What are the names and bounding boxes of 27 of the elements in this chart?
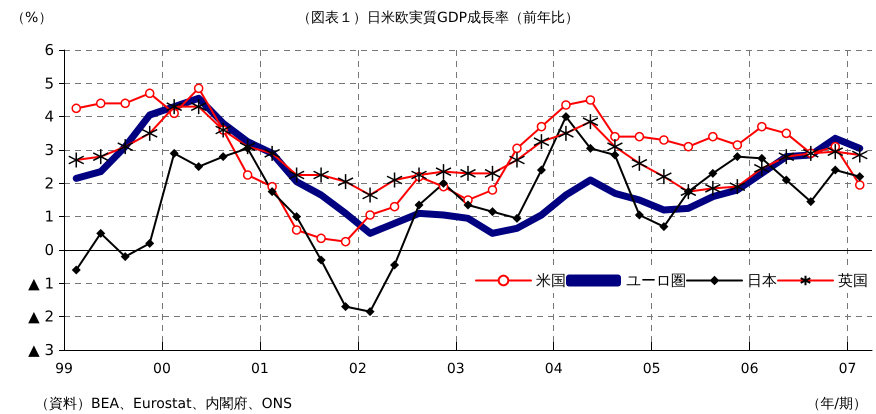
legend-label: ユーロ圏 — [626, 272, 686, 290]
x-tick-label: 03 — [446, 361, 465, 377]
x-tick-label: 05 — [642, 361, 661, 377]
y-tick-label: ▲ 1 — [28, 274, 54, 292]
x-tick-label: 04 — [544, 361, 563, 377]
x-tick-label: 06 — [740, 361, 759, 377]
y-tick-label: 4 — [44, 108, 54, 126]
chart-title: （図表１）日米欧実質GDP成長率（前年比） — [296, 10, 580, 26]
y-tick-label: ▲ 3 — [28, 341, 54, 359]
x-tick-label: 07 — [838, 361, 856, 377]
y-tick-label: 2 — [44, 174, 54, 192]
y-tick-label: ▲ 2 — [28, 308, 54, 326]
x-axis-title: （年/期） — [806, 396, 867, 412]
y-tick-label: 6 — [44, 41, 54, 59]
y-tick-label: 3 — [44, 141, 54, 159]
x-tick-label: 02 — [348, 361, 367, 377]
text: （資料）BEA、Eurostat、内閣府、ONS — [35, 396, 292, 412]
y-axis-title: （%） — [11, 10, 52, 26]
x-tick-label: 99 — [55, 361, 73, 377]
y-tick-label: 5 — [44, 74, 54, 92]
legend-label: 日本 — [747, 272, 777, 290]
legend-label: 米国 — [536, 272, 566, 290]
y-tick-label: 1 — [44, 208, 54, 226]
y-tick-label: 0 — [44, 241, 54, 259]
legend-label: 英国 — [838, 272, 868, 290]
x-tick-label: 01 — [250, 361, 269, 377]
x-tick-label: 00 — [153, 361, 171, 377]
